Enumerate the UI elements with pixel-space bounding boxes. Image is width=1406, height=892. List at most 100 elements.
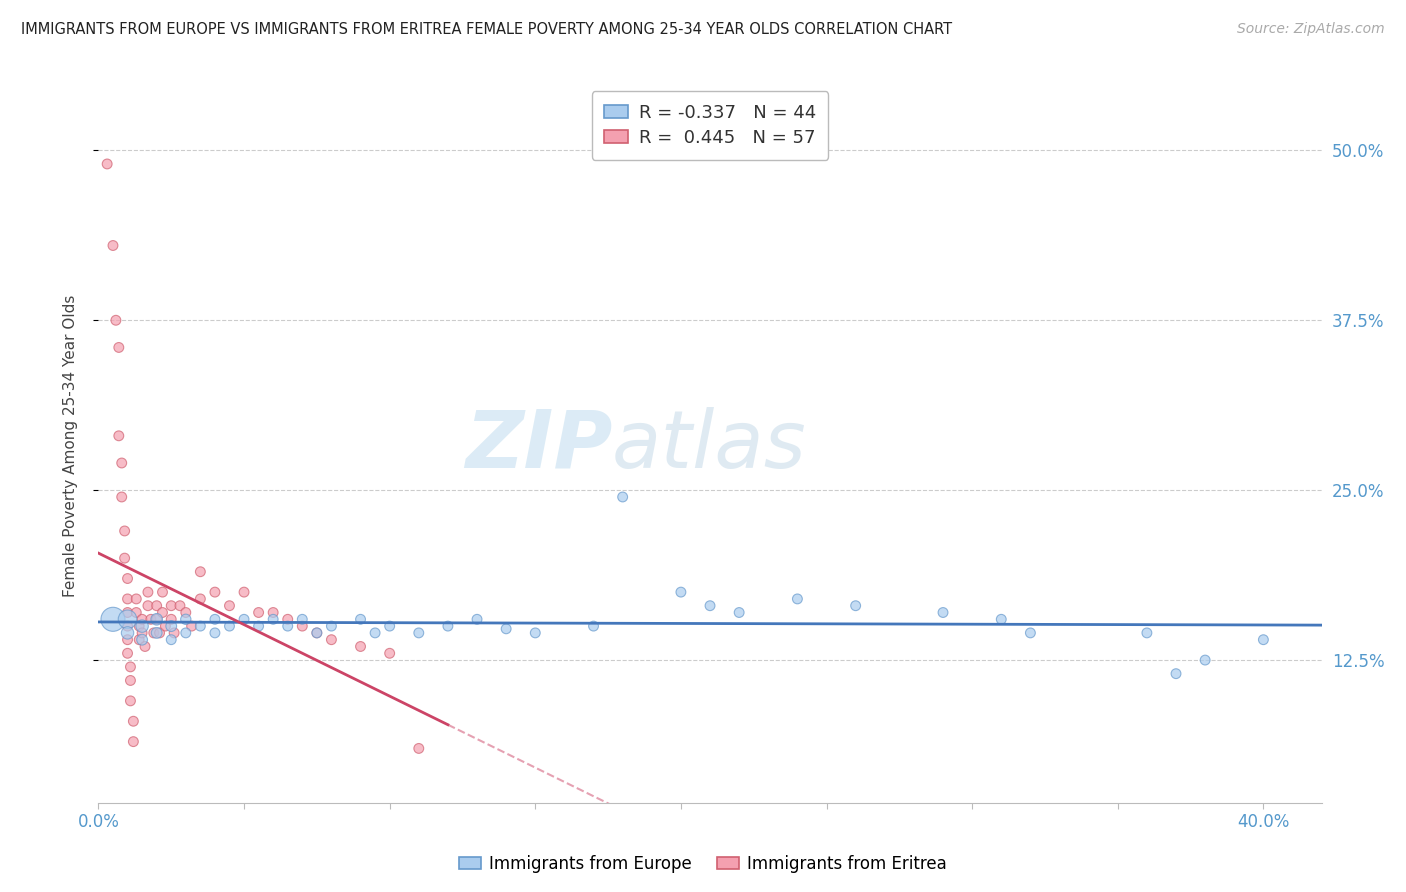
Point [349, 640, 371, 654]
Point [262, 612, 284, 626]
Point [612, 490, 634, 504]
Point [1136, 626, 1159, 640]
Point [437, 619, 460, 633]
Point [180, 619, 202, 633]
Point [117, 606, 139, 620]
Point [142, 626, 165, 640]
Point [174, 612, 197, 626]
Point [108, 429, 131, 443]
Point [408, 626, 430, 640]
Point [136, 599, 159, 613]
Point [131, 612, 153, 626]
Point [291, 612, 314, 626]
Point [1253, 632, 1275, 647]
Point [117, 572, 139, 586]
Point [155, 619, 177, 633]
Point [524, 626, 547, 640]
Point [134, 640, 156, 654]
Point [669, 585, 692, 599]
Point [101, 612, 124, 626]
Point [160, 599, 183, 613]
Point [125, 606, 148, 620]
Point [699, 599, 721, 613]
Point [145, 599, 167, 613]
Point [131, 632, 153, 647]
Point [125, 591, 148, 606]
Point [204, 626, 226, 640]
Point [149, 626, 172, 640]
Point [364, 626, 387, 640]
Point [321, 619, 343, 633]
Point [247, 619, 270, 633]
Y-axis label: Female Poverty Among 25-34 Year Olds: Female Poverty Among 25-34 Year Olds [63, 295, 77, 597]
Point [114, 551, 136, 566]
Point [465, 612, 488, 626]
Point [131, 619, 153, 633]
Point [104, 313, 127, 327]
Point [204, 585, 226, 599]
Point [117, 591, 139, 606]
Point [145, 612, 167, 626]
Text: IMMIGRANTS FROM EUROPE VS IMMIGRANTS FROM ERITREA FEMALE POVERTY AMONG 25-34 YEA: IMMIGRANTS FROM EUROPE VS IMMIGRANTS FRO… [21, 22, 952, 37]
Point [188, 565, 212, 579]
Point [218, 619, 240, 633]
Point [111, 456, 134, 470]
Point [169, 599, 191, 613]
Point [96, 157, 118, 171]
Point [204, 612, 226, 626]
Point [120, 673, 142, 688]
Point [378, 619, 401, 633]
Point [117, 626, 139, 640]
Legend: Immigrants from Europe, Immigrants from Eritrea: Immigrants from Europe, Immigrants from … [453, 848, 953, 880]
Point [845, 599, 868, 613]
Legend: R = -0.337   N = 44, R =  0.445   N = 57: R = -0.337 N = 44, R = 0.445 N = 57 [592, 91, 828, 160]
Point [728, 606, 751, 620]
Point [495, 622, 517, 636]
Point [1164, 666, 1187, 681]
Point [122, 714, 145, 729]
Point [160, 612, 183, 626]
Point [990, 612, 1012, 626]
Point [218, 599, 240, 613]
Point [117, 612, 139, 626]
Text: atlas: atlas [612, 407, 807, 485]
Point [174, 626, 197, 640]
Point [233, 585, 256, 599]
Point [160, 619, 183, 633]
Point [120, 694, 142, 708]
Point [139, 612, 162, 626]
Point [408, 741, 430, 756]
Point [145, 612, 167, 626]
Point [349, 612, 371, 626]
Point [101, 238, 124, 252]
Point [582, 619, 605, 633]
Point [111, 490, 134, 504]
Point [120, 660, 142, 674]
Point [188, 591, 212, 606]
Point [128, 632, 150, 647]
Point [1194, 653, 1216, 667]
Point [188, 619, 212, 633]
Point [117, 646, 139, 660]
Point [305, 626, 328, 640]
Point [163, 626, 186, 640]
Point [277, 619, 299, 633]
Point [152, 585, 174, 599]
Point [786, 591, 808, 606]
Point [932, 606, 955, 620]
Point [174, 606, 197, 620]
Point [233, 612, 256, 626]
Point [321, 632, 343, 647]
Point [108, 341, 131, 355]
Point [114, 524, 136, 538]
Point [152, 606, 174, 620]
Text: ZIP: ZIP [465, 407, 612, 485]
Point [131, 626, 153, 640]
Point [117, 632, 139, 647]
Point [1019, 626, 1042, 640]
Point [122, 734, 145, 748]
Point [378, 646, 401, 660]
Point [136, 585, 159, 599]
Point [277, 612, 299, 626]
Point [117, 619, 139, 633]
